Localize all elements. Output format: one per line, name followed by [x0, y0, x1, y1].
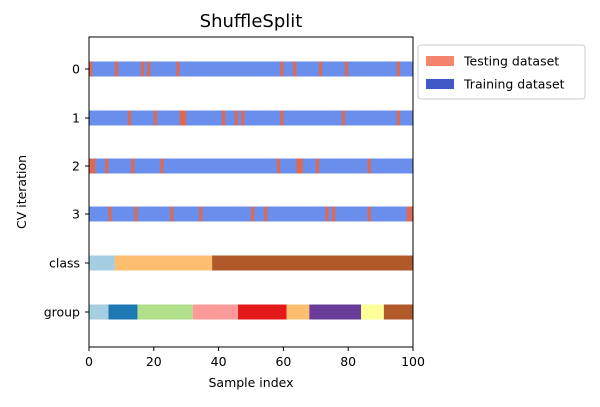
- test-mark: [263, 206, 268, 222]
- test-mark: [367, 206, 371, 222]
- test-mark: [325, 206, 329, 222]
- x-tick-label: 60: [275, 354, 291, 369]
- legend-swatch-testing: [426, 56, 454, 66]
- class-segment: [89, 255, 115, 271]
- group-segment: [383, 304, 413, 320]
- legend-frame: [417, 44, 586, 100]
- test-mark: [341, 110, 345, 126]
- x-tick-label: 40: [211, 354, 227, 369]
- test-mark: [182, 110, 187, 126]
- y-tick-label: 3: [72, 207, 80, 222]
- test-mark: [234, 110, 239, 126]
- group-segment: [309, 304, 362, 320]
- test-mark: [241, 110, 245, 126]
- test-mark: [280, 61, 284, 77]
- y-tick-label: 0: [72, 62, 80, 77]
- test-mark: [127, 110, 132, 126]
- test-mark: [319, 61, 323, 77]
- train-bar: [89, 158, 413, 174]
- y-axis-label: CV iteration: [14, 155, 29, 229]
- x-axis: 0 20 40 60 80 100: [85, 347, 425, 369]
- test-mark: [89, 158, 93, 174]
- plot-area: [89, 61, 413, 320]
- test-mark: [170, 206, 174, 222]
- cv-split-row-2: [89, 158, 413, 174]
- test-mark: [409, 206, 413, 222]
- test-mark: [140, 61, 145, 77]
- y-tick-label: class: [49, 256, 80, 271]
- test-mark: [108, 206, 112, 222]
- group-segment: [361, 304, 384, 320]
- test-mark: [251, 206, 255, 222]
- class-segment: [212, 255, 413, 271]
- test-mark: [131, 158, 135, 174]
- test-mark: [344, 61, 349, 77]
- test-mark: [153, 110, 158, 126]
- y-axis: 0 1 2 3 class group: [44, 62, 89, 320]
- x-tick-label: 100: [401, 354, 425, 369]
- group-segment: [238, 304, 287, 320]
- group-segment: [192, 304, 239, 320]
- test-mark: [114, 61, 119, 77]
- group-segment: [89, 304, 109, 320]
- legend-label-training: Training dataset: [463, 77, 565, 92]
- group-row: [89, 304, 413, 320]
- test-mark: [293, 61, 297, 77]
- test-mark: [199, 206, 203, 222]
- test-mark: [179, 110, 183, 126]
- test-mark: [160, 158, 164, 174]
- test-mark: [92, 158, 96, 174]
- test-mark: [296, 158, 300, 174]
- legend-swatch-training: [426, 79, 454, 89]
- test-mark: [280, 110, 284, 126]
- y-tick-label: group: [44, 305, 80, 320]
- y-tick-label: 1: [72, 111, 80, 126]
- test-mark: [147, 61, 151, 77]
- group-segment: [286, 304, 310, 320]
- test-mark: [396, 61, 401, 77]
- cv-split-row-3: [89, 206, 413, 222]
- group-segment: [108, 304, 138, 320]
- test-mark: [315, 158, 320, 174]
- test-mark: [134, 206, 138, 222]
- group-segment: [137, 304, 193, 320]
- test-mark: [276, 158, 281, 174]
- class-segment: [114, 255, 213, 271]
- chart-title: ShuffleSplit: [200, 11, 303, 32]
- y-tick-label: 2: [72, 159, 80, 174]
- test-mark: [396, 110, 401, 126]
- x-axis-label: Sample index: [208, 375, 293, 390]
- legend-label-testing: Testing dataset: [463, 54, 559, 69]
- test-mark: [299, 158, 303, 174]
- test-mark: [176, 61, 180, 77]
- train-bar: [89, 61, 413, 77]
- cv-split-row-1: [89, 110, 413, 126]
- axes-frame: [88, 36, 414, 348]
- x-tick-label: 0: [85, 354, 93, 369]
- test-mark: [89, 61, 93, 77]
- class-row: [89, 255, 413, 271]
- legend: Testing dataset Training dataset: [417, 44, 586, 100]
- test-mark: [332, 206, 336, 222]
- test-mark: [221, 110, 226, 126]
- test-mark: [367, 158, 371, 174]
- x-tick-label: 80: [340, 354, 356, 369]
- test-mark: [406, 206, 410, 222]
- x-tick-label: 20: [146, 354, 162, 369]
- cv-split-row-0: [89, 61, 413, 77]
- test-mark: [105, 158, 109, 174]
- train-bar: [89, 110, 413, 126]
